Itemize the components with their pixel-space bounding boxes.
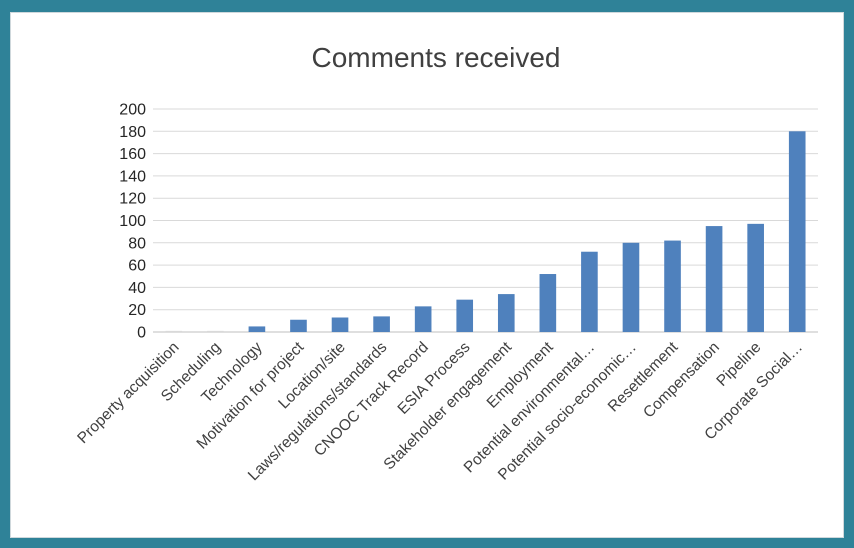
chart-panel: Comments received 0 20 40 60 80 100 120 140 160 1…	[10, 12, 844, 538]
bar	[373, 316, 390, 332]
y-tick-label: 40	[128, 280, 146, 297]
x-tick-label: Compensation	[640, 339, 723, 422]
bar	[622, 242, 640, 332]
x-tick-label: ESIA Process	[395, 339, 474, 418]
y-tick-label: 120	[119, 191, 146, 208]
bar	[747, 223, 764, 332]
y-axis-ticks: 0 20 40 60 80 100 120 140 160 180 200	[119, 102, 146, 342]
bar	[788, 131, 806, 332]
y-tick-label: 100	[119, 213, 146, 230]
y-tick-label: 140	[119, 168, 146, 185]
bar	[664, 240, 681, 332]
y-tick-label: 20	[128, 302, 146, 319]
bar	[165, 330, 183, 332]
chart-title: Comments received	[312, 42, 561, 73]
y-tick-label: 0	[137, 325, 146, 342]
y-tick-label: 60	[128, 258, 146, 275]
bar	[581, 251, 598, 332]
bar	[207, 330, 224, 332]
gridlines	[153, 108, 818, 333]
bar	[248, 326, 266, 332]
y-tick-label: 160	[119, 146, 146, 163]
y-tick-label: 200	[119, 102, 146, 119]
bar	[456, 299, 474, 332]
bar	[331, 317, 349, 332]
bar	[414, 306, 432, 332]
bar	[497, 294, 515, 332]
bar	[539, 274, 557, 332]
y-tick-label: 80	[128, 235, 146, 252]
bar-chart: Comments received 0 20 40 60 80 100 120 140 160 1…	[74, 42, 818, 484]
x-axis-ticks: Property acquisitionSchedulingTechnology…	[74, 338, 806, 484]
y-tick-label: 180	[119, 124, 146, 141]
bar	[705, 226, 723, 332]
bar	[290, 319, 307, 332]
bars	[165, 131, 806, 332]
